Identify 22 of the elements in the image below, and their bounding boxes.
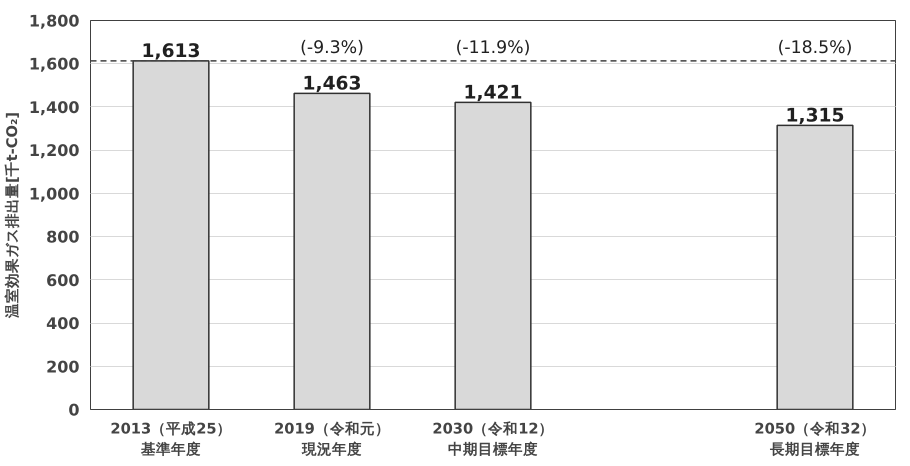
y-tick-label: 200 (46, 357, 80, 376)
data-label: 1,463 (302, 73, 362, 94)
x-tick-label: 2013（平成25）基準年度 (110, 420, 232, 458)
data-label: 1,613 (141, 40, 201, 62)
annotation: (-11.9%) (456, 38, 530, 58)
annotation: (-18.5%) (778, 38, 852, 58)
y-tick-label: 1,600 (28, 54, 80, 74)
y-tick-label: 600 (46, 270, 80, 290)
annotation: (-9.3%) (300, 38, 364, 58)
y-tick-label: 1,000 (28, 184, 80, 204)
x-tick-label: 2050（令和32）長期目標年度 (754, 420, 876, 458)
data-label: 1,421 (463, 82, 523, 104)
x-tick-label: 2030（令和12）中期目標年度 (432, 420, 554, 458)
data-label: 1,315 (785, 105, 845, 126)
y-tick-label: 1,200 (28, 141, 80, 160)
y-tick-label: 1,800 (28, 12, 80, 30)
y-tick-label: 1,400 (28, 98, 80, 117)
y-axis-title: 温室効果ガス排出量[千t-CO₂] (2, 112, 21, 320)
x-tick-label: 2019（令和元）現況年度 (274, 420, 390, 458)
y-tick-label: 800 (46, 228, 80, 247)
y-tick-label: 400 (46, 314, 80, 334)
y-tick-label: 0 (68, 400, 80, 420)
